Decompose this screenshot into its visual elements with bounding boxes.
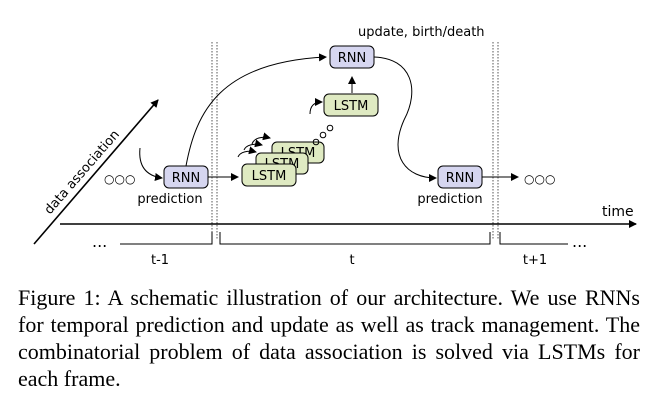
ellipsis-dots-right: ...	[572, 232, 587, 251]
caption-label: Figure 1:	[18, 285, 101, 310]
prediction-label-next: prediction	[417, 192, 482, 207]
prediction-label-prev: prediction	[137, 192, 202, 207]
lstm-box-top: LSTM	[323, 93, 379, 117]
svg-text:RNN: RNN	[172, 171, 200, 186]
bracket-next-frame	[499, 232, 568, 245]
architecture-diagram: data association time ... ... t-1 t t+1 …	[33, 25, 637, 268]
segment-label-curr: t	[349, 253, 354, 268]
ellipsis-dots-left: ...	[92, 232, 107, 251]
rnn-box-update: RNN	[329, 45, 375, 69]
lstm-progress-circles	[312, 124, 334, 146]
time-axis-label: time	[602, 204, 634, 220]
svg-text:RNN: RNN	[338, 51, 366, 66]
arrow-into-rnn-prediction	[139, 147, 163, 181]
svg-text:RNN: RNN	[446, 171, 474, 186]
rnn-box-prediction-prev: RNN	[163, 165, 209, 189]
arrow-prediction-to-update	[185, 53, 327, 167]
lstm-stack: LSTM LSTM LSTM	[237, 132, 325, 187]
ellipsis-circles-right: ○○○	[524, 172, 555, 186]
update-label: update, birth/death	[358, 25, 485, 40]
ellipsis-circles-left: ○○○	[104, 172, 135, 186]
frame-separator-left	[211, 42, 218, 240]
bracket-prev-frame	[120, 232, 213, 245]
svg-text:LSTM: LSTM	[252, 169, 287, 184]
arrow-into-lstm-top	[309, 98, 323, 115]
bracket-curr-frame	[219, 232, 491, 245]
lstm-box-front: LSTM	[241, 163, 297, 187]
figure-caption: Figure 1: A schematic illustration of ou…	[18, 284, 640, 392]
segment-label-next: t+1	[523, 253, 547, 268]
caption-text: A schematic illustration of our architec…	[18, 285, 640, 391]
data-association-axis	[33, 99, 159, 245]
rnn-box-prediction-next: RNN	[437, 165, 483, 189]
arrow-update-to-prediction	[373, 56, 437, 182]
frame-separator-right	[492, 42, 499, 240]
segment-label-prev: t-1	[151, 253, 169, 268]
svg-text:LSTM: LSTM	[334, 99, 369, 114]
